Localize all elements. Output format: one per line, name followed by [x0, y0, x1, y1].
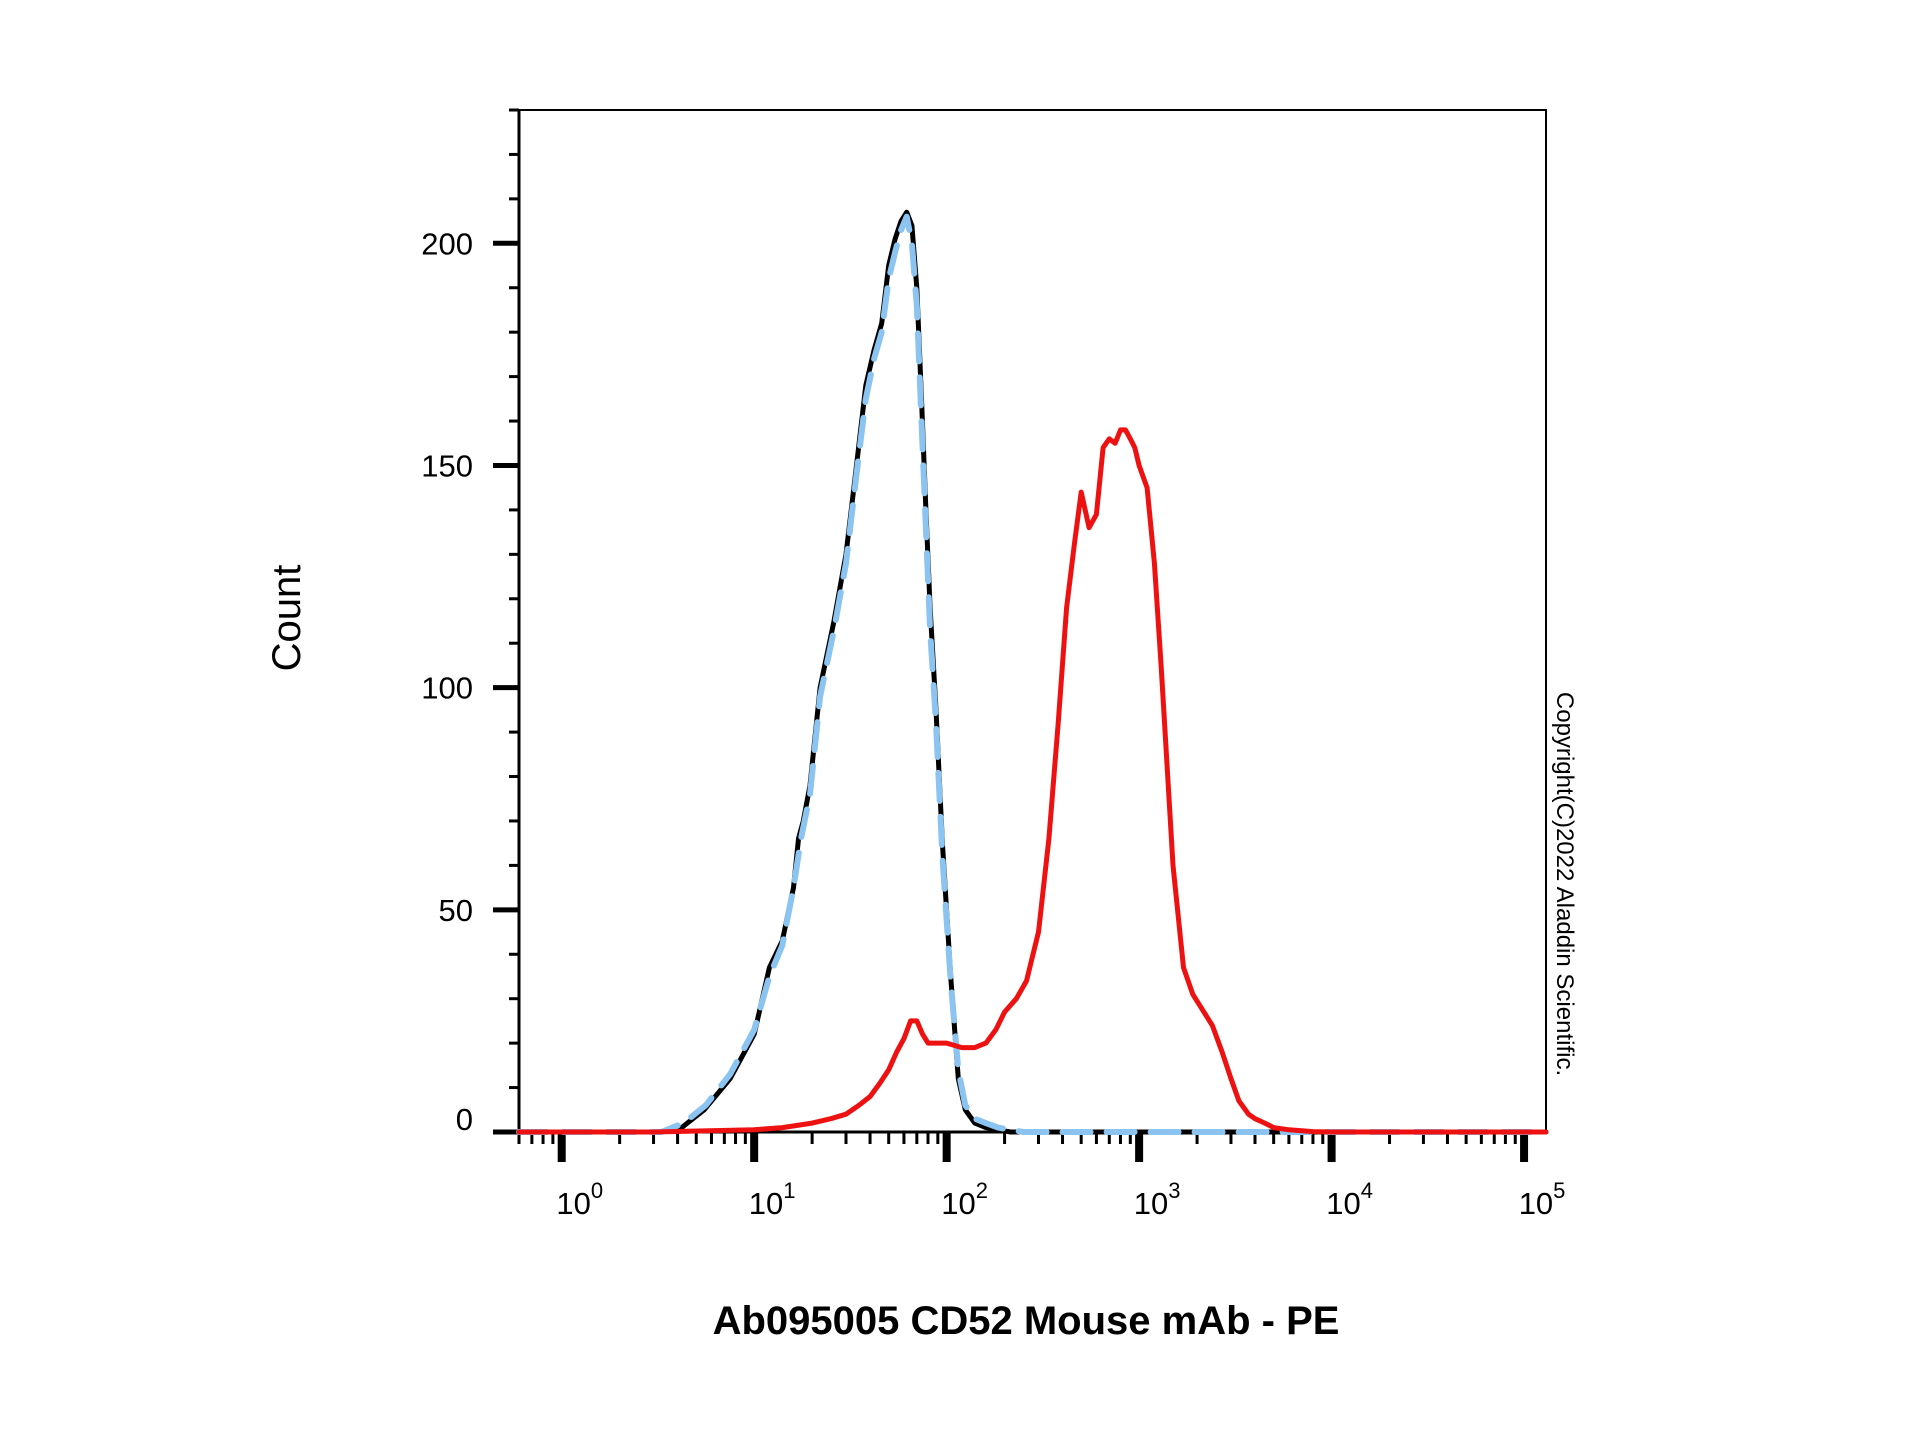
- y-axis-label: Count: [265, 565, 309, 672]
- series-isotype-control: [516, 209, 1549, 1135]
- y-tick-label: 100: [421, 671, 473, 706]
- series-unstained: [516, 213, 1549, 1135]
- x-tick-label: 102: [941, 1178, 988, 1221]
- series-layer: [516, 209, 1549, 1135]
- copyright-annotation: Copyright(C)2022 Aladdin Scientific.: [1551, 692, 1578, 1076]
- x-tick-label: 105: [1519, 1178, 1566, 1221]
- plot-frame: [518, 109, 1547, 1133]
- y-tick-label: 0: [456, 1102, 473, 1137]
- x-tick-label: 101: [749, 1178, 796, 1221]
- y-axis-ticks: 0 50 100 150 200: [421, 108, 519, 1137]
- x-tick-label: 100: [556, 1178, 603, 1221]
- x-tick-label: 103: [1134, 1178, 1181, 1221]
- x-tick-label: 104: [1326, 1178, 1373, 1221]
- x-axis-ticks: 100 101 102 103 104 105: [517, 1132, 1566, 1221]
- y-tick-label: 50: [439, 893, 473, 928]
- x-axis-label: Ab095005 CD52 Mouse mAb - PE: [713, 1299, 1340, 1343]
- y-tick-label: 200: [421, 226, 473, 261]
- series-CD52-PE: [516, 427, 1549, 1135]
- y-tick-label: 150: [421, 448, 473, 483]
